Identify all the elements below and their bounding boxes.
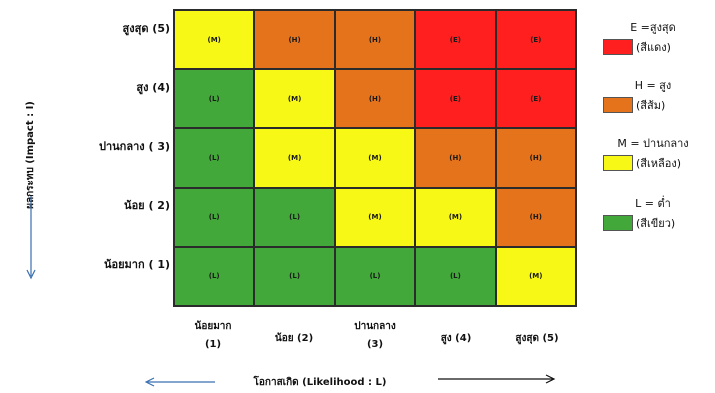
matrix-cell: (L) [254,187,335,247]
row-label: สูงสุด (5) [122,22,170,35]
column-label: สูง (4) [416,330,496,348]
matrix-cell: (E) [415,69,496,129]
matrix-cell: (L) [254,246,335,306]
legend-color-name: (สีส้ม) [636,99,666,112]
column-label: น้อย (2) [254,330,334,348]
matrix-cell: (E) [495,10,576,70]
risk-matrix-grid: (M) (H) (H) (E) (E) (L) (M) (H) (E) (E) (L) (M) (M)(… [173,9,577,307]
column-label-line1: ปานกลาง [354,321,396,332]
legend-item: E =สูงสุด (สีแดง) [603,18,715,56]
matrix-cell: (H) [334,10,416,70]
legend-row: (สีเหลือง) [603,154,715,172]
legend-color-name: (สีแดง) [636,41,671,54]
x-axis-right-arrow-icon [438,374,556,384]
matrix-cell: (L) [415,246,496,306]
legend-color-name: (สีเขียว) [636,217,676,230]
matrix-cell: (L) [174,187,255,247]
column-label: น้อยมาก (1) [173,318,253,354]
legend-label: L = ต่ำ [635,197,671,210]
column-label-line2: (1) [204,339,222,350]
x-axis-left-arrow-icon [145,377,215,387]
matrix-cell: (M) [174,10,255,70]
matrix-cell: (M) [254,128,335,188]
y-axis-arrow-icon [26,196,36,280]
matrix-cell: (H) [495,187,576,247]
matrix-cell: (L) [174,128,255,188]
legend-item: M = ปานกลาง (สีเหลือง) [603,134,715,172]
column-label-line1: น้อยมาก [194,321,232,332]
matrix-cell: (M) [334,187,416,247]
matrix-cell: (E) [415,10,496,70]
legend-label: H = สูง [634,79,672,92]
legend-swatch [603,155,633,171]
matrix-cell: (M) [254,69,335,129]
x-axis-title: โอกาสเกิด (Likelihood : L) [253,377,387,388]
column-label: สูงสุด (5) [497,330,577,348]
matrix-cell: (E) [495,69,576,129]
matrix-cell: (M) [415,187,496,247]
row-label: ปานกลาง ( 3) [99,140,170,153]
matrix-cell: (M) [495,246,576,306]
legend-row: (สีส้ม) [603,96,715,114]
matrix-cell: (L) [174,246,255,306]
legend-row: (สีแดง) [603,38,715,56]
matrix-cell: (M) [334,128,416,188]
legend-row: (สีเขียว) [603,214,715,232]
column-label-line2: (3) [366,339,384,350]
legend-color-name: (สีเหลือง) [636,157,682,170]
matrix-cell: (H) [415,128,496,188]
matrix-cell: (L) [174,69,255,129]
legend-item: H = สูง (สีส้ม) [603,76,715,114]
legend-item: L = ต่ำ (สีเขียว) [603,194,715,232]
legend-label: E =สูงสุด [630,21,676,34]
legend-label: M = ปานกลาง [617,137,689,150]
legend-swatch [603,215,633,231]
legend-swatch [603,39,633,55]
matrix-cell: (L) [334,246,416,306]
matrix-cell: (H) [334,69,416,129]
column-label-line1: น้อย (2) [274,333,314,344]
matrix-cell: (H) [495,128,576,188]
matrix-cell: (H) [254,10,335,70]
column-label: ปานกลาง (3) [335,318,415,354]
row-label: น้อยมาก ( 1) [103,258,170,271]
row-label: สูง (4) [136,81,170,94]
column-label-line1: สูงสุด (5) [515,333,559,344]
row-label: น้อย ( 2) [124,199,170,212]
legend-swatch [603,97,633,113]
column-label-line1: สูง (4) [440,333,472,344]
